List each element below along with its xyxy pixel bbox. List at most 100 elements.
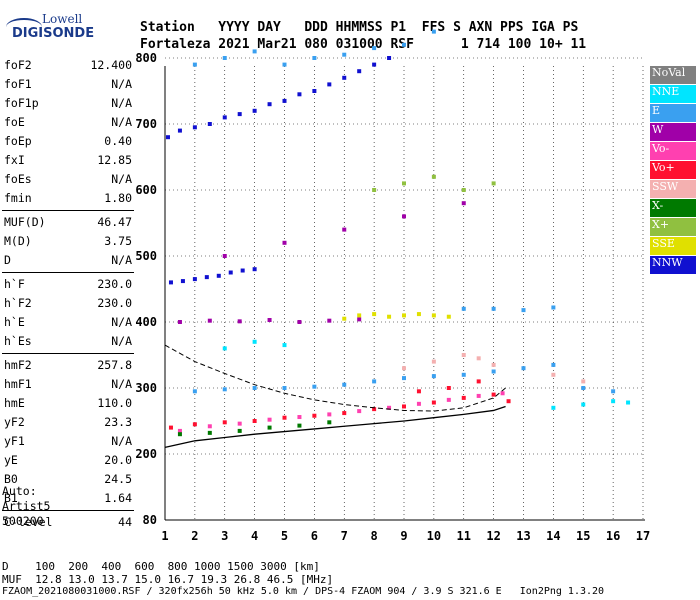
echo-point xyxy=(446,386,451,390)
param-value: 110.0 xyxy=(97,396,132,410)
param-value: 3.75 xyxy=(104,234,132,248)
x-tick-label: 16 xyxy=(606,529,620,543)
echo-point xyxy=(372,188,377,192)
echo-point xyxy=(342,316,347,321)
param-row: hmF2 257.8 xyxy=(2,356,134,375)
echo-point xyxy=(446,397,451,402)
x-tick-label: 9 xyxy=(400,529,407,543)
echo-point xyxy=(222,387,227,392)
x-tick-label: 2 xyxy=(191,529,198,543)
echo-point xyxy=(491,392,496,397)
echo-point xyxy=(342,52,347,57)
echo-point xyxy=(267,425,272,430)
echo-point xyxy=(177,320,182,324)
param-key: foE xyxy=(4,115,25,129)
echo-point xyxy=(500,391,505,396)
param-value: N/A xyxy=(111,115,132,129)
param-value: N/A xyxy=(111,434,132,448)
echo-point xyxy=(222,56,227,60)
echo-point xyxy=(581,402,586,407)
echo-point xyxy=(431,359,436,364)
echo-point xyxy=(461,372,466,377)
echo-point xyxy=(312,384,317,389)
echo-point xyxy=(551,372,556,377)
echo-point xyxy=(491,362,496,367)
param-key: fxI xyxy=(4,153,25,167)
y-tick-label: 400 xyxy=(135,315,157,329)
legend-item: X+ xyxy=(650,218,696,236)
legend-item: X- xyxy=(650,199,696,217)
param-row: foF2 12.400 xyxy=(2,56,134,75)
param-value: 23.3 xyxy=(104,415,132,429)
echo-point xyxy=(491,306,496,311)
param-key: foF1 xyxy=(4,77,32,91)
param-row: h`F 230.0 xyxy=(2,275,134,294)
param-row: h`E N/A xyxy=(2,313,134,332)
param-value: 24.5 xyxy=(104,472,132,486)
param-row: yF1 N/A xyxy=(2,432,134,451)
echo-point xyxy=(228,270,233,275)
param-row: hmE 110.0 xyxy=(2,394,134,413)
legend-item: Vo+ xyxy=(650,161,696,179)
echo-point xyxy=(282,343,287,348)
echo-point xyxy=(177,432,182,437)
param-row: foF1 N/A xyxy=(2,75,134,94)
param-key: B1 xyxy=(4,491,18,505)
echo-point xyxy=(626,400,631,405)
echo-point xyxy=(252,267,257,272)
echo-point xyxy=(237,319,242,324)
y-tick-label: 600 xyxy=(135,183,157,197)
echo-point xyxy=(372,407,377,412)
echo-point xyxy=(521,366,526,371)
echo-point xyxy=(237,421,242,426)
param-separator xyxy=(2,272,134,273)
legend-item: NNE xyxy=(650,85,696,103)
echo-point xyxy=(387,314,392,319)
y-tick-label: 300 xyxy=(135,381,157,395)
logo-arc xyxy=(6,18,42,36)
echo-point xyxy=(461,353,466,357)
echo-point xyxy=(312,89,317,93)
echo-point xyxy=(297,320,302,324)
echo-point xyxy=(416,401,421,406)
echo-point xyxy=(207,122,212,126)
echo-point xyxy=(372,379,377,384)
y-tick-label: 500 xyxy=(135,249,157,263)
param-row: foEp 0.40 xyxy=(2,132,134,151)
param-key: h`E xyxy=(4,315,25,329)
echo-point xyxy=(192,125,197,130)
echo-point xyxy=(252,108,257,113)
echo-point xyxy=(357,409,362,414)
param-key: hmE xyxy=(4,396,25,410)
param-key: h`F xyxy=(4,277,25,291)
echo-point xyxy=(357,313,362,318)
echo-point xyxy=(222,254,227,258)
ionospheric-parameters: foF2 12.400 foF1 N/A foF1p N/A foE N/A foEp 0.40 f… xyxy=(2,56,134,532)
echo-point xyxy=(611,399,616,404)
legend-item: Vo- xyxy=(650,142,696,160)
echo-point xyxy=(207,424,212,429)
echo-point xyxy=(402,313,406,318)
auto-program: Artist5 xyxy=(2,499,51,513)
param-row: hmF1 N/A xyxy=(2,375,134,394)
param-value: N/A xyxy=(111,315,132,329)
echo-point xyxy=(476,393,481,398)
echo-point xyxy=(297,415,302,420)
echo-point xyxy=(431,313,436,318)
echo-point xyxy=(327,82,332,87)
param-row: h`Es N/A xyxy=(2,332,134,351)
autoscaling-info: Auto: Artist5 500200 xyxy=(2,484,50,529)
echo-point xyxy=(476,379,481,384)
echo-point xyxy=(180,279,185,284)
param-row: h`F2 230.0 xyxy=(2,294,134,313)
distance-row: D 100 200 400 600 800 1000 1500 3000 [km… xyxy=(2,560,320,573)
echo-point xyxy=(581,386,586,390)
echo-point xyxy=(416,312,421,317)
echo-point xyxy=(506,399,511,404)
echo-point xyxy=(252,419,257,423)
echo-point xyxy=(192,389,197,394)
echo-point xyxy=(461,306,466,311)
param-value: 230.0 xyxy=(97,296,132,310)
echo-point xyxy=(611,389,616,394)
